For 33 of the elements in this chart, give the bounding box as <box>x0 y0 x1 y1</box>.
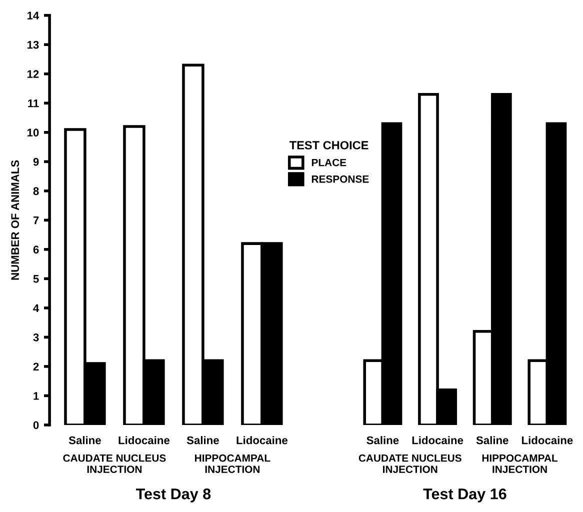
text: CAUDATE NUCLEUS INJECTION <box>63 454 166 473</box>
text: CAUDATE NUCLEUS INJECTION <box>358 454 462 473</box>
y-tick-label: 0 <box>33 421 39 430</box>
y-tick-label: 4 <box>33 304 40 312</box>
x-tick-label: Lidocaine <box>522 436 573 444</box>
x-tick-label: Lidocaine <box>118 436 170 444</box>
legend-title: TEST CHOICE <box>289 141 368 150</box>
y-tick-label: 9 <box>33 158 39 166</box>
y-tick-label: 1 <box>34 392 39 400</box>
y-tick-label: 2 <box>33 362 39 370</box>
y-tick-label: 11 <box>28 100 39 108</box>
y-tick-label: 14 <box>27 12 40 20</box>
x-axis-title: Test Day 16 <box>423 488 506 502</box>
x-tick-label: Saline <box>68 436 101 444</box>
y-tick-label: 5 <box>33 275 39 283</box>
legend-label: PLACE <box>312 158 346 166</box>
y-tick-label: 10 <box>27 128 39 137</box>
legend-label: RESPONSE <box>312 175 369 183</box>
y-axis-title: NUMBER OF ANIMALS <box>11 160 20 280</box>
y-tick-label: 6 <box>33 246 39 254</box>
y-tick-label: 13 <box>27 40 39 49</box>
x-tick-label: Lidocaine <box>236 436 288 444</box>
text: HIPPOCAMPAL INJECTION <box>195 454 270 473</box>
y-tick-label: 8 <box>33 187 39 196</box>
text: HIPPOCAMPAL INJECTION <box>482 454 558 473</box>
x-axis-title: Test Day 8 <box>136 488 211 502</box>
y-tick-label: 7 <box>33 216 39 224</box>
x-tick-label: Saline <box>186 436 219 444</box>
x-tick-label: Saline <box>366 436 399 444</box>
y-tick-label: 3 <box>33 333 39 342</box>
x-tick-label: Saline <box>476 436 508 444</box>
y-tick-label: 12 <box>27 70 39 78</box>
x-tick-label: Lidocaine <box>412 436 464 444</box>
